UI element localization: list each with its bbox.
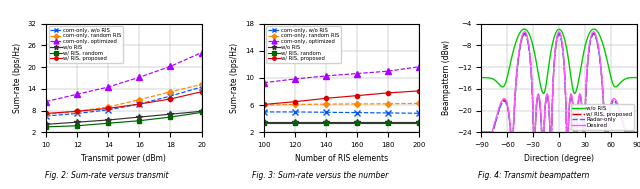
w/ RIS, proposed <box>487 131 495 133</box>
w/o RIS <box>487 77 495 79</box>
Radar-only <box>521 33 529 36</box>
Y-axis label: Sum-rate (bps/Hz): Sum-rate (bps/Hz) <box>13 43 22 113</box>
Desired <box>568 94 575 97</box>
Radar-only <box>487 131 495 133</box>
w/o RIS <box>596 34 604 36</box>
Desired <box>572 131 580 133</box>
w/o RIS <box>540 92 547 94</box>
Line: w/o RIS: w/o RIS <box>481 29 637 93</box>
w/ RIS, proposed <box>568 96 575 98</box>
Y-axis label: Beampattern (dBw): Beampattern (dBw) <box>442 40 451 115</box>
Radar-only <box>477 131 485 133</box>
Desired <box>577 94 584 96</box>
w/o RIS <box>477 76 485 79</box>
w/ RIS, proposed <box>477 131 485 133</box>
w/o RIS <box>577 68 584 70</box>
w/ RIS, proposed <box>572 131 580 133</box>
w/o RIS <box>590 28 598 30</box>
Y-axis label: Sum-rate (bps/Hz): Sum-rate (bps/Hz) <box>230 43 239 113</box>
Radar-only <box>612 101 620 103</box>
Line: w/ RIS, proposed: w/ RIS, proposed <box>481 33 637 132</box>
w/o RIS <box>612 86 620 88</box>
Line: Desired: Desired <box>481 32 637 132</box>
Legend: com-only, w/o RIS, com-only, random RIS, com-only, optimized, w/o RIS, w/ RIS, r: com-only, w/o RIS, com-only, random RIS,… <box>266 26 341 63</box>
Desired <box>612 98 620 101</box>
w/ RIS, proposed <box>577 96 584 98</box>
Text: Fig. 4: Transmit beampattern: Fig. 4: Transmit beampattern <box>477 171 589 180</box>
Line: Radar-only: Radar-only <box>481 34 637 132</box>
w/ RIS, proposed <box>633 131 640 133</box>
w/ RIS, proposed <box>521 32 529 35</box>
X-axis label: Direction (degree): Direction (degree) <box>524 154 594 163</box>
w/o RIS <box>572 91 580 93</box>
Radar-only <box>572 131 580 133</box>
Desired <box>487 131 495 133</box>
w/ RIS, proposed <box>596 54 604 57</box>
w/ RIS, proposed <box>612 100 620 102</box>
X-axis label: Number of RIS elements: Number of RIS elements <box>295 154 388 163</box>
Legend: w/o RIS, w/ RIS, proposed, Radar-only, Desired: w/o RIS, w/ RIS, proposed, Radar-only, D… <box>571 104 634 129</box>
w/o RIS <box>568 82 575 84</box>
Text: Fig. 2: Sum-rate versus transmit: Fig. 2: Sum-rate versus transmit <box>45 171 168 180</box>
w/o RIS <box>633 76 640 79</box>
Desired <box>633 131 640 133</box>
Desired <box>596 53 604 55</box>
Desired <box>521 31 529 33</box>
Radar-only <box>568 97 575 99</box>
X-axis label: Transmit power (dBm): Transmit power (dBm) <box>81 154 166 163</box>
Text: Fig. 3: Sum-rate versus the number: Fig. 3: Sum-rate versus the number <box>252 171 388 180</box>
Radar-only <box>577 97 584 99</box>
Legend: com-only, w/o RIS, com-only, random RIS, com-only, optimized, w/o RIS, w/ RIS, r: com-only, w/o RIS, com-only, random RIS,… <box>49 26 124 63</box>
Radar-only <box>633 131 640 133</box>
Desired <box>477 131 485 133</box>
Radar-only <box>596 55 604 58</box>
